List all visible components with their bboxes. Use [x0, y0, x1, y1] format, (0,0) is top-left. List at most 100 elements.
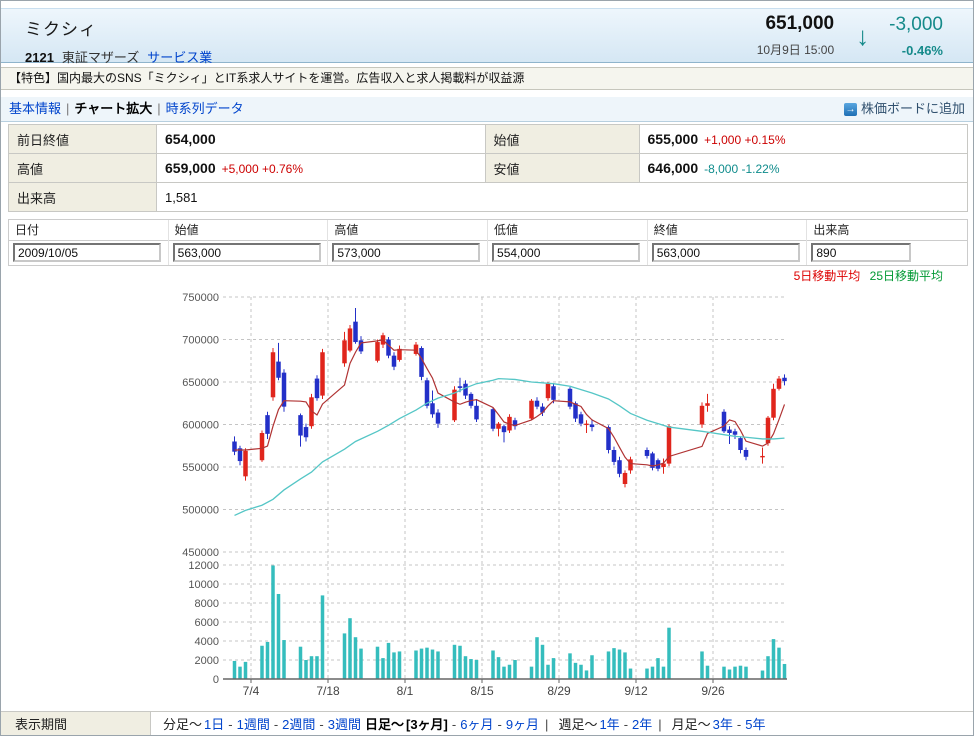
candle-down — [738, 438, 743, 450]
period-option[interactable]: 1日 — [204, 717, 225, 732]
candle-down — [463, 383, 468, 396]
quote-datetime: 10月9日 15:00 — [756, 43, 835, 57]
period-label: 表示期間 — [1, 712, 151, 735]
period-option[interactable]: 3年 — [712, 717, 733, 732]
candle-up — [452, 389, 457, 421]
quote-change: -8,000 -1.22% — [704, 162, 780, 176]
sector-link[interactable]: サービス業 — [147, 50, 213, 65]
price-axis-tick-label: 550000 — [182, 462, 219, 474]
candle-up — [760, 455, 765, 458]
volume-bar — [375, 646, 380, 679]
volume-bar — [276, 593, 281, 679]
volume-bar — [513, 660, 517, 679]
period-item-separator: - — [736, 717, 742, 732]
volume-axis-tick-label: 10000 — [188, 579, 219, 591]
volume-bar — [540, 644, 545, 679]
candle-down — [386, 339, 391, 356]
add-to-board[interactable]: → 株価ボードに追加 — [843, 97, 965, 121]
entry-input-始値[interactable] — [172, 243, 321, 262]
tab-nav: 基本情報 | チャート拡大 | 時系列データ → 株価ボードに追加 — [1, 97, 973, 122]
candle-up — [771, 388, 776, 418]
volume-bar — [309, 656, 314, 679]
candle-up — [259, 433, 265, 461]
volume-bar — [474, 660, 479, 679]
period-option[interactable]: 5年 — [745, 717, 766, 732]
quote-value-cell: 659,000 +5,000 +0.76% — [156, 153, 486, 183]
add-to-board-link[interactable]: 株価ボードに追加 — [860, 101, 965, 116]
volume-bar — [705, 665, 710, 679]
volume-bar — [458, 645, 462, 679]
ma5-line — [234, 339, 786, 467]
volume-axis-tick-label: 4000 — [195, 636, 219, 648]
candle-down — [457, 386, 463, 388]
period-option[interactable]: 3週間 — [327, 717, 361, 732]
volume-bar — [496, 657, 501, 679]
candle-up — [529, 400, 534, 419]
period-option[interactable]: 1週間 — [236, 717, 270, 732]
candle-up — [496, 423, 501, 429]
volume-axis-tick-label: 0 — [213, 674, 219, 686]
entry-input-出来高[interactable] — [811, 243, 912, 262]
entry-column: 終値 — [647, 220, 808, 265]
volume-bar — [260, 645, 264, 679]
legend-ma5: 5日移動平均 — [793, 269, 861, 283]
volume-bar — [381, 658, 385, 679]
volume-bar — [568, 653, 572, 679]
entry-header: 日付 — [9, 220, 168, 241]
volume-bar — [551, 658, 556, 679]
entry-column: 出来高 — [807, 220, 968, 265]
entry-input-終値[interactable] — [651, 243, 800, 262]
period-option[interactable]: 2年 — [632, 717, 653, 732]
nav-separator: | — [157, 101, 161, 116]
candle-down — [419, 348, 424, 377]
candle-down — [721, 411, 727, 432]
volume-bar — [661, 666, 666, 679]
volume-bar — [628, 668, 633, 679]
volume-bar — [782, 663, 787, 679]
volume-bar — [760, 670, 765, 679]
stock-subline: 2121 東証マザーズ サービス業 — [25, 47, 212, 66]
volume-bar — [425, 647, 429, 679]
volume-bar — [359, 648, 363, 679]
volume-bar — [579, 664, 583, 679]
tab-chart-enlarge[interactable]: チャート拡大 — [74, 101, 153, 116]
candle-down — [501, 426, 507, 433]
volume-bar — [722, 666, 726, 679]
x-axis-date-label: 7/4 — [243, 684, 260, 698]
chart-legend: 5日移動平均 25日移動平均 — [788, 267, 943, 284]
volume-axis-tick-label: 6000 — [195, 617, 219, 629]
candle-down — [358, 340, 364, 352]
price-volume-chart: 750000 700000 650000 600000 550000 500000 4500… — [182, 292, 787, 698]
tab-time-series[interactable]: 時系列データ — [165, 101, 244, 116]
candle-up — [309, 397, 314, 427]
candle-down — [391, 355, 397, 367]
volume-bar — [744, 666, 748, 679]
candle-up — [397, 348, 402, 360]
period-item-separator: - — [228, 717, 233, 732]
price-axis-tick-label: 500000 — [182, 505, 219, 517]
candle-down — [430, 403, 435, 415]
entry-input-低値[interactable] — [492, 243, 641, 262]
candle-down — [606, 427, 611, 450]
entry-input-高値[interactable] — [332, 243, 481, 262]
candle-down — [474, 405, 479, 420]
period-option[interactable]: 2週間 — [282, 717, 316, 732]
quote-value: 659,000 — [165, 160, 216, 176]
period-option[interactable]: 9ヶ月 — [505, 717, 540, 732]
volume-bar — [766, 656, 770, 679]
period-item-separator: - — [497, 717, 502, 732]
volume-bar — [777, 647, 781, 679]
entry-input-日付[interactable] — [13, 243, 161, 262]
candle-down — [727, 429, 732, 433]
tab-basic-info[interactable]: 基本情報 — [9, 101, 62, 116]
period-option[interactable]: 1年 — [599, 717, 620, 732]
quote-label: 始値 — [484, 124, 640, 154]
period-option[interactable]: 6ヶ月 — [460, 717, 494, 732]
candle-up — [661, 463, 666, 467]
x-axis-date-label: 8/29 — [547, 684, 571, 698]
candle-down — [424, 380, 430, 406]
quote-summary: 651,000 10月9日 15:00 ↓ -3,000 -0.46% — [757, 9, 973, 62]
x-axis-date-label: 9/12 — [624, 684, 648, 698]
volume-bar — [315, 656, 319, 679]
